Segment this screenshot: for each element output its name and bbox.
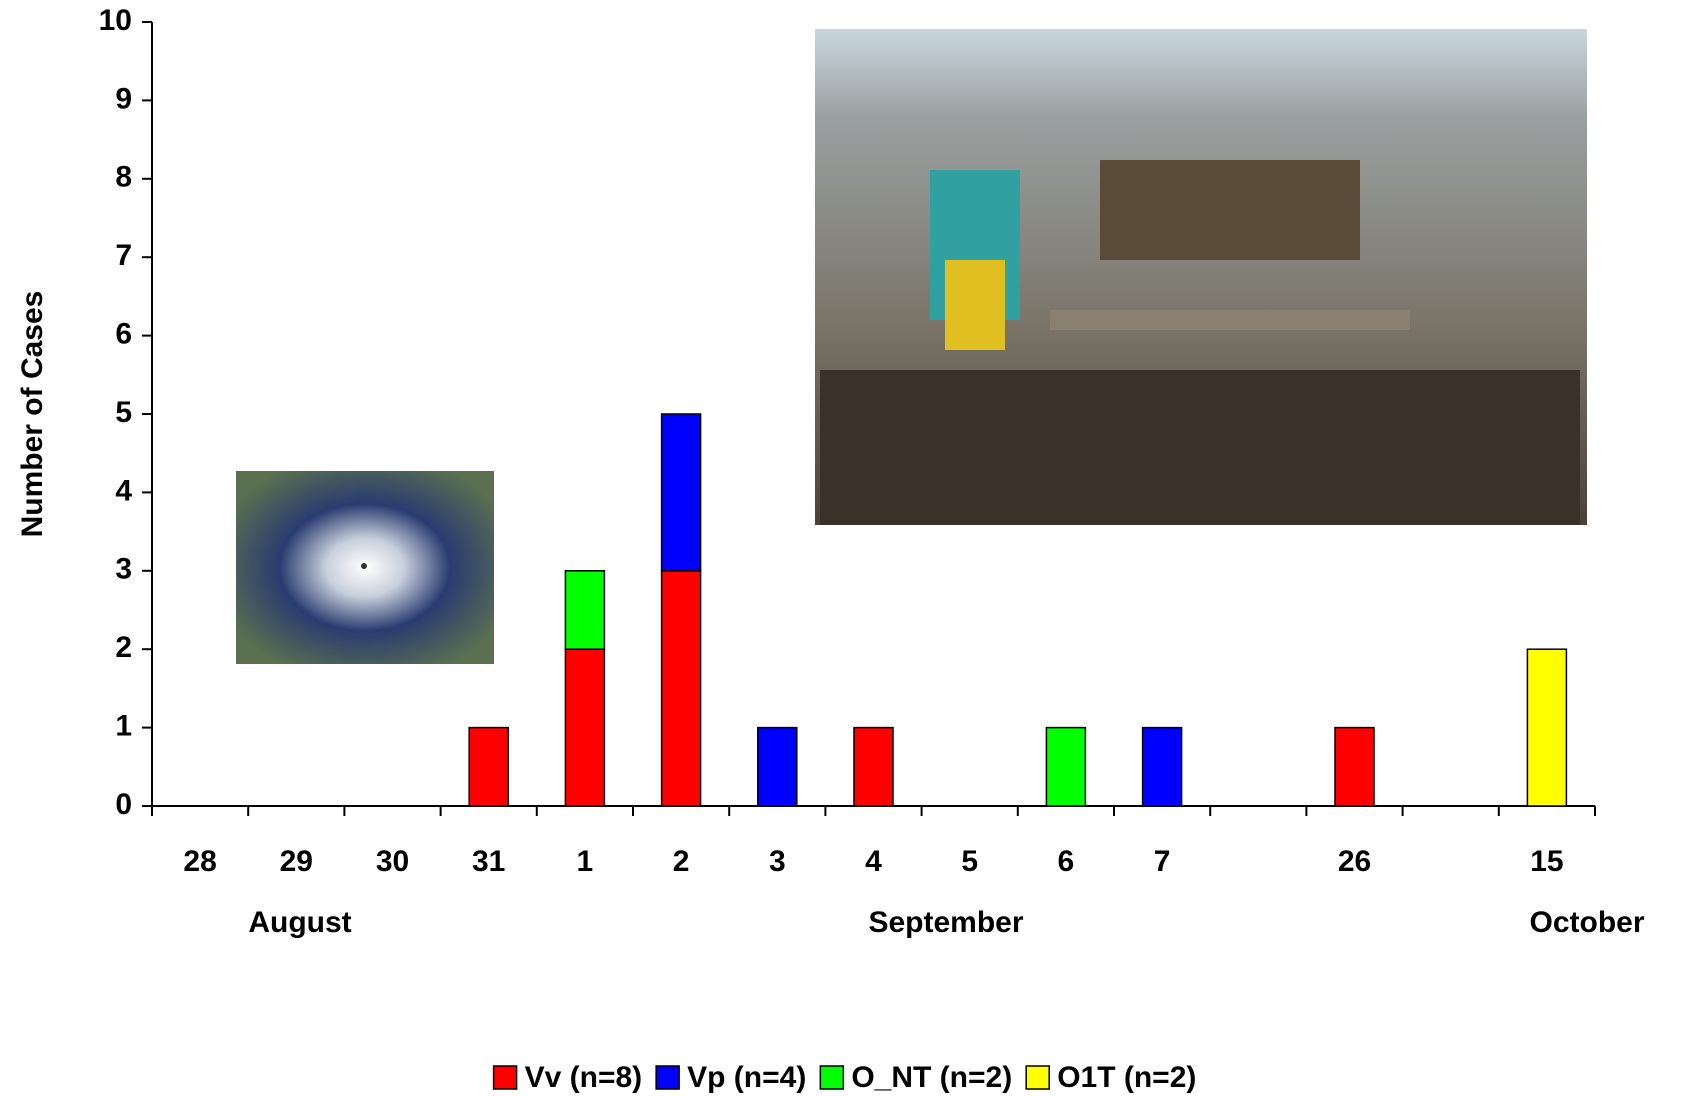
month-label: October bbox=[1529, 906, 1644, 939]
hurricane-photo bbox=[236, 471, 494, 664]
y-tick-label: 6 bbox=[115, 318, 132, 351]
month-label: August bbox=[248, 906, 351, 939]
bar bbox=[1141, 726, 1183, 807]
legend-label: Vv (n=8) bbox=[525, 1061, 643, 1094]
legend-swatch bbox=[1025, 1065, 1050, 1090]
bar bbox=[1526, 648, 1568, 807]
y-tick-label: 9 bbox=[115, 82, 132, 115]
bar bbox=[853, 726, 894, 807]
x-tick-label: 30 bbox=[376, 845, 409, 878]
legend-swatch bbox=[492, 1065, 518, 1090]
y-tick-label: 4 bbox=[115, 474, 132, 507]
x-tick-label: 5 bbox=[961, 845, 978, 878]
bar bbox=[757, 726, 798, 807]
y-tick-label: 2 bbox=[115, 631, 132, 664]
bar bbox=[660, 570, 702, 807]
legend-label: Vp (n=4) bbox=[687, 1061, 806, 1094]
x-tick-label: 15 bbox=[1530, 845, 1563, 878]
x-tick-label: 28 bbox=[183, 845, 216, 878]
x-tick-label: 4 bbox=[865, 845, 882, 878]
y-tick-label: 0 bbox=[115, 788, 132, 821]
bar bbox=[1334, 726, 1375, 807]
x-tick-label: 31 bbox=[472, 845, 505, 878]
x-tick-label: 3 bbox=[769, 845, 786, 878]
x-tick-label: 2 bbox=[673, 845, 690, 878]
x-tick-label: 26 bbox=[1338, 845, 1371, 878]
bar bbox=[468, 726, 509, 807]
legend-label: O_NT (n=2) bbox=[851, 1061, 1012, 1094]
x-tick-label: 7 bbox=[1154, 845, 1171, 878]
legend-swatch bbox=[655, 1065, 680, 1090]
x-tick-label: 1 bbox=[577, 845, 594, 878]
y-axis-label: Number of Cases bbox=[16, 291, 49, 538]
bar bbox=[564, 570, 606, 650]
y-tick-label: 8 bbox=[115, 161, 132, 194]
legend-label: O1T (n=2) bbox=[1057, 1061, 1196, 1094]
bar bbox=[1045, 726, 1087, 807]
month-label: September bbox=[868, 906, 1023, 939]
oyster-photo bbox=[815, 29, 1587, 525]
x-tick-label: 29 bbox=[280, 845, 313, 878]
legend-swatch bbox=[819, 1065, 845, 1090]
y-tick-label: 1 bbox=[115, 710, 132, 743]
y-tick-label: 10 bbox=[99, 4, 132, 37]
x-tick-label: 6 bbox=[1058, 845, 1075, 878]
y-tick-label: 7 bbox=[115, 239, 132, 272]
bar bbox=[564, 648, 606, 807]
y-tick-label: 3 bbox=[115, 553, 132, 586]
bar bbox=[660, 413, 702, 572]
y-tick-label: 5 bbox=[115, 396, 132, 429]
